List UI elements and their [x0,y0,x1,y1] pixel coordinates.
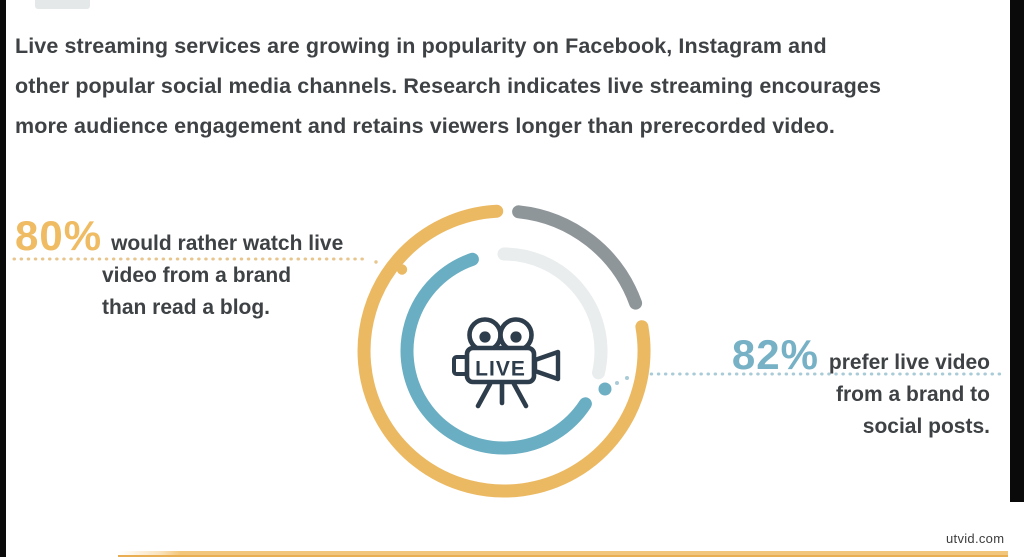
inner-ring-remainder-arc [497,247,608,380]
stat-80-line-1: would rather watch live [111,232,344,255]
outer-ring-remainder-arc [512,205,643,310]
right-connector-end-dot [598,382,612,396]
stat-82-value: 82% [731,331,819,378]
inner-ring-value-arc [400,252,592,455]
intro-line-2: other popular social media channels. Res… [15,74,882,98]
stat-80-block: 80% would rather watch live video from a… [15,212,343,323]
live-label: LIVE [475,358,526,381]
stat-82-block: 82% prefer live video from a brand to so… [700,331,990,442]
stat-80-line-3: than read a blog. [102,295,271,319]
stat-80-value: 80% [15,212,103,259]
outer-ring-value-arc [357,204,651,498]
right-stat-connector-dotted-line [598,372,1003,396]
live-video-camera-icon: LIVE [452,317,561,409]
stat-82-line-2: from a brand to [835,383,990,406]
watermark: utvid.com [946,531,1005,546]
camera-body [464,345,537,385]
intro-line-1: Live streaming services are growing in p… [15,34,827,58]
stat-82-line-3: social posts. [862,414,990,438]
bottom-accent-bar [118,551,1008,557]
letterbox-bar-left [0,0,6,557]
stat-80-line-2: video from a brand [102,264,292,287]
intro-paragraph: Live streaming services are growing in p… [15,26,881,146]
letterbox-bar-right [1010,0,1024,502]
intro-line-3: more audience engagement and retains vie… [15,114,835,138]
cropped-top-element [35,0,90,9]
camera-lens [532,349,561,382]
stat-82-line-1: prefer live video [828,351,990,374]
